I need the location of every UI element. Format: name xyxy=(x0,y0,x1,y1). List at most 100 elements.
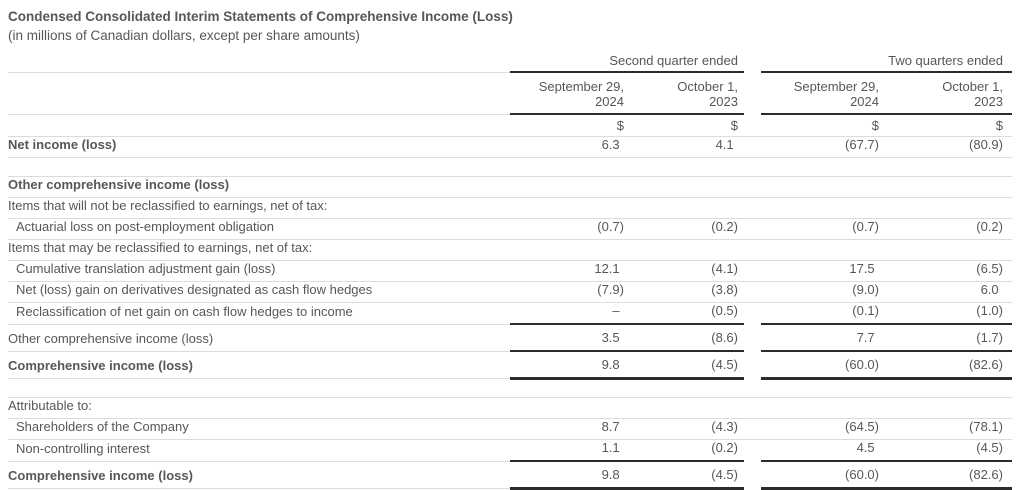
value-cell xyxy=(885,176,1012,198)
value-cell: 9.8) xyxy=(510,351,630,380)
value-cell xyxy=(885,397,1012,419)
row-label: Other comprehensive income (loss) xyxy=(8,324,510,352)
value-cell: (4.5) xyxy=(630,351,744,380)
column-gap-cell xyxy=(744,418,761,440)
column-gap-cell xyxy=(744,440,761,462)
value-cell: (1.0) xyxy=(885,302,1012,325)
table-row: Net (loss) gain on derivatives designate… xyxy=(8,281,1012,303)
value-cell xyxy=(630,239,744,261)
value-cell: (82.6) xyxy=(885,461,1012,490)
column-header-date: September 29, 2024 xyxy=(510,72,630,115)
value-cell: (82.6) xyxy=(885,351,1012,380)
value-cell xyxy=(630,176,744,198)
column-gap-cell xyxy=(744,351,761,379)
value-cell xyxy=(510,397,630,419)
value-cell: (4.1) xyxy=(630,260,744,282)
table-body: Net income (loss)6.3)4.1) (67.7)(80.9) Oth… xyxy=(8,136,1012,490)
currency-symbol-cell: $ xyxy=(510,114,630,137)
date-header-line: 2024 xyxy=(850,94,879,109)
value-cell: (6.5) xyxy=(885,260,1012,282)
value-cell: (0.1) xyxy=(761,302,885,325)
value-cell: (1.7) xyxy=(885,324,1012,352)
table-row: Attributable to: xyxy=(8,397,1012,419)
column-gap-cell xyxy=(744,397,761,419)
value-cell: 17.5) xyxy=(761,260,885,282)
currency-symbol-cell: $ xyxy=(630,114,744,137)
column-gap-cell xyxy=(744,461,761,489)
table-row: Cumulative translation adjustment gain (… xyxy=(8,260,1012,282)
table-row: Net income (loss)6.3)4.1) (67.7)(80.9) xyxy=(8,136,1012,158)
row-label: Shareholders of the Company xyxy=(8,418,510,440)
value-cell: (4.5) xyxy=(885,439,1012,462)
table-row: Items that will not be reclassified to e… xyxy=(8,197,1012,219)
date-header-line: September 29, xyxy=(538,79,624,94)
date-header-row: September 29, 2024 October 1, 2023 September… xyxy=(8,72,1012,115)
table-row: Comprehensive income (loss)9.8)(4.5) (60.… xyxy=(8,461,1012,490)
row-label: Net income (loss) xyxy=(8,136,510,158)
value-cell: 4.5) xyxy=(761,439,885,462)
value-cell: (0.7) xyxy=(510,218,630,240)
column-gap-cell xyxy=(744,53,761,72)
value-cell: (3.8) xyxy=(630,281,744,303)
value-cell: (80.9) xyxy=(885,136,1012,158)
value-cell: (0.2) xyxy=(630,218,744,240)
date-header-line: 2023 xyxy=(709,94,738,109)
value-cell xyxy=(885,197,1012,219)
currency-symbol-cell: $ xyxy=(885,114,1012,137)
statement-subtitle: (in millions of Canadian dollars, except… xyxy=(8,28,360,43)
value-cell: (0.2) xyxy=(885,218,1012,240)
value-cell: (8.6) xyxy=(630,324,744,352)
row-label: Reclassification of net gain on cash flo… xyxy=(8,302,510,325)
financial-table: Second quarter ended Two quarters ended Se… xyxy=(8,53,1012,490)
value-cell: (60.0) xyxy=(761,351,885,380)
date-header-line: October 1, xyxy=(677,79,738,94)
column-gap-cell xyxy=(744,281,761,303)
row-label: Cumulative translation adjustment gain (… xyxy=(8,260,510,282)
period-group-header: Two quarters ended xyxy=(761,53,1012,73)
header-spacer-cell xyxy=(8,72,510,115)
column-gap-cell xyxy=(744,303,761,325)
value-cell: (78.1) xyxy=(885,418,1012,440)
value-cell: –) xyxy=(510,302,630,325)
header-spacer-cell xyxy=(8,114,510,137)
table-row: Reclassification of net gain on cash flo… xyxy=(8,302,1012,325)
date-header-line: 2024 xyxy=(595,94,624,109)
value-cell xyxy=(510,197,630,219)
spacer-cell xyxy=(8,157,1012,177)
spacer-cell xyxy=(8,378,1012,398)
value-cell xyxy=(761,239,885,261)
column-gap-cell xyxy=(744,260,761,282)
column-gap-cell xyxy=(744,114,761,137)
row-label: Net (loss) gain on derivatives designate… xyxy=(8,281,510,303)
currency-row: $ $ $ $ xyxy=(8,114,1012,137)
row-label: Other comprehensive income (loss) xyxy=(8,176,510,198)
value-cell: (0.2) xyxy=(630,439,744,462)
spacer-row xyxy=(8,157,1012,177)
date-header-line: September 29, xyxy=(793,79,879,94)
row-label: Non-controlling interest xyxy=(8,439,510,462)
table-row: Items that may be reclassified to earnin… xyxy=(8,239,1012,261)
value-cell: (60.0) xyxy=(761,461,885,490)
currency-symbol-cell: $ xyxy=(761,114,885,137)
value-cell: (4.3) xyxy=(630,418,744,440)
column-header-date: October 1, 2023 xyxy=(885,72,1012,115)
row-label: Items that may be reclassified to earnin… xyxy=(8,239,510,261)
value-cell: (67.7) xyxy=(761,136,885,158)
date-header-line: October 1, xyxy=(942,79,1003,94)
column-header-date: October 1, 2023 xyxy=(630,72,744,115)
value-cell xyxy=(761,197,885,219)
value-cell: 4.1) xyxy=(630,136,744,158)
row-label: Items that will not be reclassified to e… xyxy=(8,197,510,219)
value-cell: 9.8) xyxy=(510,461,630,490)
value-cell: 1.1) xyxy=(510,439,630,462)
value-cell: 8.7) xyxy=(510,418,630,440)
row-label: Attributable to: xyxy=(8,397,510,419)
period-group-row: Second quarter ended Two quarters ended xyxy=(8,53,1012,73)
row-label: Comprehensive income (loss) xyxy=(8,351,510,379)
column-gap-cell xyxy=(744,239,761,261)
column-gap-cell xyxy=(744,136,761,158)
statement-title: Condensed Consolidated Interim Statement… xyxy=(8,9,513,24)
row-label: Actuarial loss on post-employment obliga… xyxy=(8,218,510,240)
period-group-header: Second quarter ended xyxy=(510,53,744,73)
